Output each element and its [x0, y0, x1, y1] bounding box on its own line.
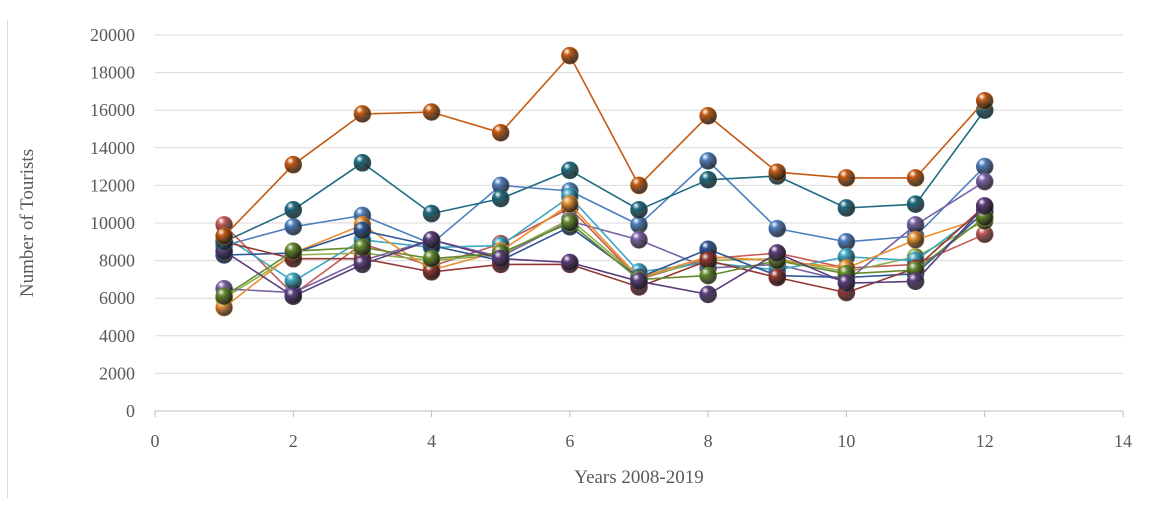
data-point [630, 231, 648, 249]
data-point [975, 197, 994, 215]
series-line [223, 207, 986, 296]
axis-labels: 0 2000 4000 6000 8000 10000 12000 14000 16000 180… [17, 25, 1132, 488]
data-point [422, 249, 441, 268]
x-tick-label: 0 [151, 431, 160, 451]
data-point [630, 176, 648, 195]
data-point [630, 201, 648, 219]
x-tick-label: 14 [1114, 431, 1132, 451]
series-line [223, 54, 986, 237]
data-point [837, 199, 856, 217]
data-point [353, 154, 372, 172]
data-point [906, 231, 925, 249]
data-point [353, 221, 372, 240]
series-line [223, 160, 986, 247]
x-tick-label: 10 [837, 431, 855, 451]
data-point [284, 242, 303, 260]
data-point [561, 161, 579, 180]
series-line [223, 218, 986, 299]
data-point [561, 195, 579, 213]
y-tick-label: 18000 [90, 63, 135, 83]
data-point [422, 103, 441, 121]
y-tick-label: 12000 [90, 175, 135, 195]
series-line [224, 180, 986, 294]
series-line [223, 195, 986, 283]
data-point [906, 195, 925, 213]
y-tick-label: 10000 [90, 213, 135, 233]
data-point [561, 46, 579, 65]
data-point [630, 272, 648, 291]
data-point [975, 157, 994, 176]
y-axis-title: Number of Tourists [17, 149, 38, 297]
y-tick-label: 4000 [99, 326, 135, 346]
data-point [768, 244, 787, 262]
data-point [491, 189, 510, 208]
data-point [215, 227, 233, 245]
series-10 [215, 197, 994, 306]
data-point [284, 272, 303, 291]
data-point [699, 251, 717, 270]
data-point [837, 169, 856, 187]
series-line [223, 205, 986, 294]
data-point [561, 214, 579, 232]
data-point [906, 216, 925, 234]
series-1 [215, 152, 994, 255]
series-line [223, 109, 986, 243]
data-point [768, 219, 787, 238]
x-tick-label: 4 [427, 431, 436, 451]
y-tick-label: 2000 [99, 363, 135, 383]
axes [154, 410, 1124, 417]
data-point [422, 204, 441, 223]
series-line [223, 205, 986, 298]
data-point [975, 172, 994, 191]
data-point [975, 92, 994, 110]
x-tick-label: 6 [565, 431, 574, 451]
y-tick-label: 6000 [99, 288, 135, 308]
data-point [284, 287, 303, 306]
data-point [768, 268, 787, 287]
data-point [561, 253, 579, 272]
data-point [284, 201, 303, 219]
y-tick-label: 8000 [99, 251, 135, 271]
data-point [699, 107, 717, 125]
data-point [284, 155, 303, 174]
data-point [353, 255, 372, 274]
series-layer [215, 46, 994, 317]
y-tick-label: 20000 [90, 25, 135, 45]
y-tick-label: 16000 [90, 100, 135, 120]
y-tick-label: 14000 [90, 138, 135, 158]
data-point [284, 217, 303, 236]
series-11 [215, 101, 994, 251]
data-point [906, 272, 925, 291]
data-point [630, 216, 648, 234]
x-axis-title: Years 2008-2019 [574, 467, 703, 488]
data-point [491, 249, 510, 268]
data-point [699, 266, 717, 285]
data-point [699, 152, 717, 170]
data-point [491, 123, 510, 142]
data-point [422, 231, 441, 249]
series-line [223, 203, 985, 309]
data-point [353, 238, 372, 257]
x-tick-label: 8 [704, 431, 713, 451]
data-point [906, 169, 925, 187]
x-tick-label: 2 [289, 431, 298, 451]
series-12 [215, 46, 994, 245]
data-point [353, 105, 372, 123]
x-tick-label: 12 [976, 431, 994, 451]
y-tick-label: 0 [126, 401, 135, 421]
series-line [223, 216, 986, 297]
data-point [699, 170, 717, 189]
data-point [215, 287, 233, 306]
data-point [837, 233, 856, 251]
frame-edge-line [7, 20, 8, 498]
data-point [768, 163, 787, 182]
data-point [837, 274, 856, 292]
data-point [699, 285, 717, 304]
